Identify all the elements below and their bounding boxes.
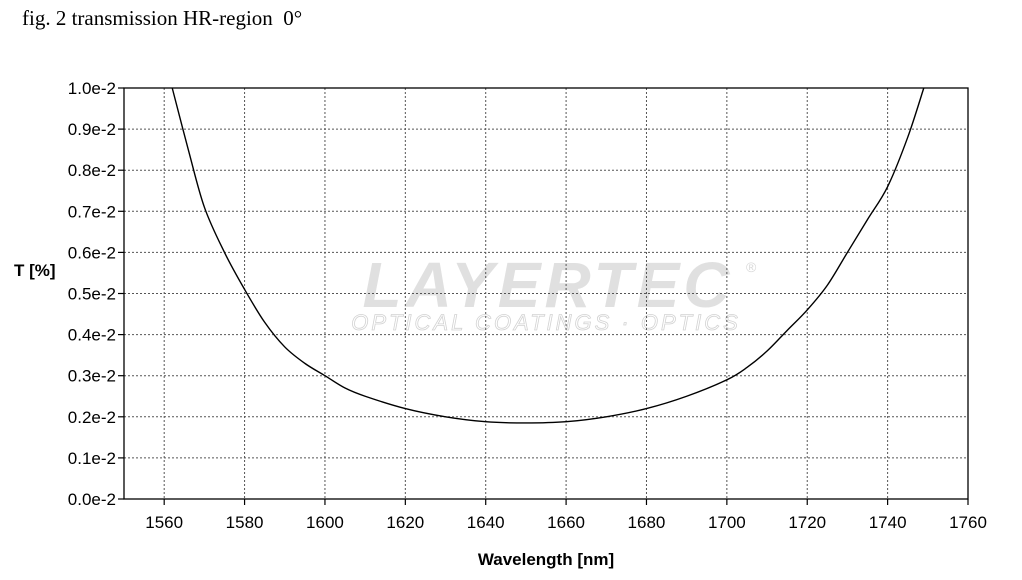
x-tick-label: 1580: [226, 513, 264, 532]
x-tick-label: 1640: [467, 513, 505, 532]
x-tick-label: 1560: [145, 513, 183, 532]
x-tick-label: 1620: [386, 513, 424, 532]
y-tick-label: 0.8e-2: [68, 161, 116, 180]
y-axis: 0.0e-2 0.1e-2 0.2e-2 0.3e-2 0.4e-2 0.5e-2 0.6e…: [68, 79, 124, 509]
y-tick-label: 0.6e-2: [68, 243, 116, 262]
y-tick-label: 0.1e-2: [68, 449, 116, 468]
y-tick-label: 0.4e-2: [68, 326, 116, 345]
watermark-brand: LAYERTEC: [363, 249, 734, 321]
figure-caption: fig. 2 transmission HR-region 0°: [22, 6, 303, 30]
x-tick-label: 1660: [547, 513, 585, 532]
x-tick-label: 1740: [869, 513, 907, 532]
y-tick-label: 0.3e-2: [68, 367, 116, 386]
y-tick-label: 0.2e-2: [68, 408, 116, 427]
x-axis: 1560 1580 1600 1620 1640 1660 1680 1700 1720 1740…: [145, 499, 987, 532]
watermark: LAYERTEC ® OPTICAL COATINGS · OPTICS: [351, 249, 757, 335]
grid: [124, 88, 968, 499]
watermark-tagline: OPTICAL COATINGS · OPTICS: [351, 310, 741, 335]
x-tick-label: 1680: [628, 513, 666, 532]
y-tick-label: 0.5e-2: [68, 285, 116, 304]
y-tick-label: 0.0e-2: [68, 490, 116, 509]
series-group: [171, 87, 925, 424]
x-tick-label: 1700: [708, 513, 746, 532]
y-axis-title: T [%]: [14, 261, 56, 280]
x-axis-title: Wavelength [nm]: [478, 550, 614, 569]
y-tick-label: 0.9e-2: [68, 120, 116, 139]
watermark-registered-mark: ®: [746, 259, 757, 275]
x-tick-label: 1720: [788, 513, 826, 532]
y-tick-label: 1.0e-2: [68, 79, 116, 98]
x-tick-label: 1760: [949, 513, 987, 532]
x-tick-label: 1600: [306, 513, 344, 532]
series-line-transmission: [171, 87, 925, 424]
y-tick-label: 0.7e-2: [68, 202, 116, 221]
